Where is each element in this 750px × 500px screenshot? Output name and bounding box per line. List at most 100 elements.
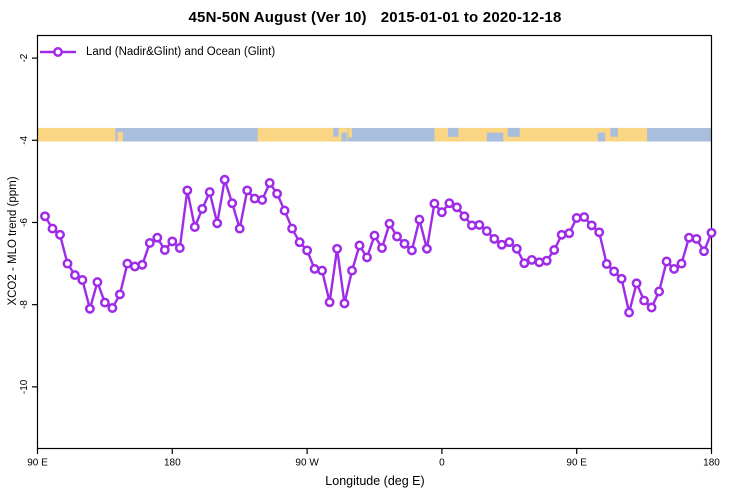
data-point-marker [384, 218, 395, 229]
water-patch [597, 132, 606, 142]
data-point-marker [227, 198, 238, 209]
data-point-marker [332, 243, 343, 254]
data-point-marker [317, 265, 328, 276]
y-tick-label: -6 [19, 218, 30, 227]
y-tick-label: -10 [19, 379, 30, 394]
data-point-marker [55, 229, 65, 240]
data-point-marker [571, 213, 582, 223]
y-axis-label: XCO2 - MLO trend (ppm) [7, 176, 19, 306]
data-point-marker [699, 246, 709, 257]
data-point-marker [47, 223, 58, 234]
data-point-marker [354, 240, 365, 251]
data-point-marker [406, 245, 417, 256]
plot-title: 45N-50N August (Ver 10) 2015-01-01 to 202… [0, 9, 750, 26]
data-point-marker [654, 286, 665, 297]
data-point-marker [399, 238, 410, 249]
data-point-marker [197, 203, 208, 214]
legend: Land (Nadir&Glint) and Ocean (Glint) [39, 44, 275, 60]
data-point-marker [189, 222, 200, 232]
data-point-marker [392, 231, 402, 242]
data-point-marker [62, 258, 73, 269]
x-tick-label: 180 [164, 458, 181, 469]
data-point-marker [69, 270, 80, 281]
y-tick-label: -8 [19, 300, 30, 309]
data-point-marker [684, 232, 694, 243]
data-point-marker [159, 245, 170, 255]
data-point-marker [77, 275, 88, 285]
data-point-marker [264, 178, 275, 188]
data-point-marker [152, 232, 163, 243]
data-point-marker [451, 202, 462, 213]
water-patch [610, 127, 618, 137]
x-tick-label: 90 W [295, 458, 319, 469]
data-point-marker [616, 273, 627, 284]
data-point-marker [234, 223, 245, 234]
data-point-marker [242, 185, 253, 196]
data-point-marker [676, 258, 687, 269]
data-point-marker [511, 243, 522, 254]
water-patch [486, 132, 504, 142]
data-point-marker [182, 185, 193, 196]
plot-box [36, 34, 713, 450]
data-point-marker [661, 256, 672, 267]
data-point-marker [272, 188, 283, 199]
plot-title-dates: 2015-01-01 to 2020-12-18 [380, 9, 562, 26]
data-point-marker [706, 227, 717, 238]
data-point-marker [347, 265, 357, 276]
data-point-marker [174, 243, 185, 253]
water-patch [447, 127, 459, 137]
data-point-marker [579, 212, 590, 223]
data-point-marker [609, 266, 620, 277]
data-point-marker [504, 237, 515, 248]
data-point-marker [144, 238, 155, 248]
data-point-marker [601, 259, 612, 269]
land-band-segment [257, 127, 348, 142]
data-point-marker [639, 295, 650, 306]
data-point-marker [459, 211, 470, 222]
data-point-marker [429, 198, 440, 209]
data-point-marker [549, 245, 560, 255]
data-point-marker [114, 289, 125, 300]
data-point-marker [519, 258, 530, 269]
data-point-marker [279, 205, 290, 216]
legend-line-marker-icon [40, 47, 76, 57]
data-point-marker [377, 243, 387, 253]
data-point-marker [474, 219, 485, 230]
x-tick-label: 0 [439, 458, 445, 469]
data-point-marker [414, 214, 425, 225]
data-point-marker [137, 259, 148, 270]
data-point-marker [489, 233, 500, 244]
data-point-marker [541, 255, 552, 266]
data-point-marker [302, 245, 313, 256]
data-point-marker [84, 303, 95, 314]
data-point-marker [204, 187, 215, 198]
data-point-marker [631, 278, 642, 289]
x-axis-label: Longitude (deg E) [325, 474, 425, 488]
data-point-marker [369, 230, 380, 241]
data-point-marker [219, 174, 230, 185]
data-point-marker [167, 236, 178, 247]
data-point-marker [481, 226, 492, 237]
land-island [348, 127, 353, 138]
x-tick-label: 90 E [566, 458, 587, 469]
data-point-marker [339, 298, 350, 309]
land-island [117, 132, 123, 142]
data-point-marker [212, 218, 223, 229]
legend-label: Land (Nadir&Glint) and Ocean (Glint) [86, 46, 276, 58]
data-point-marker [99, 297, 110, 308]
data-point-marker [436, 207, 447, 218]
data-point-marker [669, 263, 680, 274]
data-point-marker [92, 277, 103, 288]
data-point-marker [324, 297, 335, 308]
x-tick-label: 90 E [27, 458, 48, 469]
y-tick-label: -4 [19, 135, 30, 144]
water-patch [333, 127, 339, 137]
data-point-marker [257, 194, 268, 205]
land-band-segment [37, 127, 116, 142]
data-point-marker [107, 303, 118, 313]
data-point-marker [362, 252, 372, 263]
x-tick-label: 180 [703, 458, 720, 469]
data-point-marker [594, 227, 605, 238]
data-point-marker [287, 223, 298, 234]
